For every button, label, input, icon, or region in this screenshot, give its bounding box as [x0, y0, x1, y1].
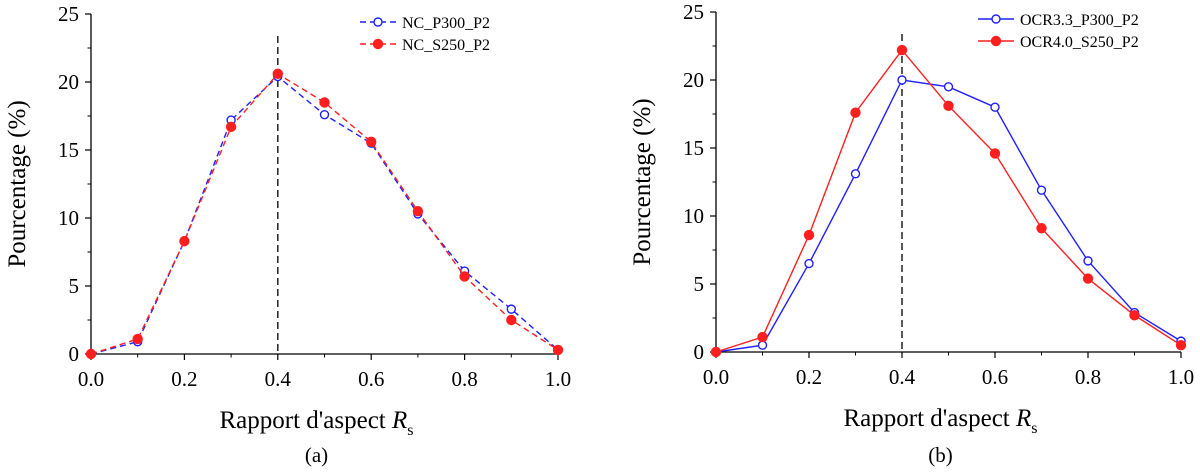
y-tick-label: 5	[694, 272, 705, 296]
x-axis-title-symbol: R	[391, 407, 407, 434]
data-point	[132, 333, 143, 345]
x-tick-label: 0.8	[1075, 365, 1101, 389]
y-tick-label: 10	[683, 204, 704, 228]
data-point	[896, 44, 908, 56]
data-point	[943, 100, 954, 112]
data-point	[506, 304, 516, 314]
x-tick-label: 0.0	[703, 365, 729, 389]
legend-entry: NC_P300_P2	[360, 15, 490, 32]
series-OCR3.3_P300_P2	[711, 75, 1186, 357]
x-axis-title-subscript: s	[407, 422, 413, 439]
panel-caption: (a)	[305, 443, 328, 467]
x-tick-label: 0.8	[451, 367, 477, 391]
x-tick-label: 1.0	[1168, 365, 1194, 389]
x-axis-title-subscript: s	[1031, 420, 1037, 437]
legend-swatch-marker	[372, 38, 384, 50]
legend-label: OCR4.0_S250_P2	[1020, 34, 1139, 51]
data-point	[1175, 340, 1187, 351]
x-tick-label: 0.4	[265, 367, 292, 391]
data-point	[757, 340, 768, 350]
legend-entry: OCR4.0_S250_P2	[978, 34, 1139, 51]
series-line	[90, 72, 559, 355]
legend-swatch-marker	[990, 35, 1002, 47]
x-tick-label: 1.0	[545, 367, 571, 391]
data-point	[1036, 185, 1047, 195]
legend-label: NC_S250_P2	[402, 37, 490, 54]
data-point	[506, 314, 517, 326]
x-tick-label: 0.6	[982, 365, 1008, 389]
data-point	[803, 229, 815, 241]
data-point	[412, 205, 424, 217]
y-axis-title: Pourcentage (%)	[629, 98, 656, 265]
y-axis-title: Pourcentage (%)	[4, 100, 31, 267]
y-tick-label: 15	[683, 136, 704, 160]
x-tick-label: 0.0	[78, 367, 104, 391]
data-point	[850, 107, 861, 118]
x-tick-label: 0.2	[171, 367, 197, 391]
data-point	[225, 121, 237, 133]
y-tick-label: 0	[694, 340, 705, 364]
data-point	[552, 344, 564, 356]
data-point	[459, 271, 470, 282]
data-point	[757, 331, 768, 343]
panel-caption: (b)	[928, 443, 953, 467]
x-axis-title: Rapport d'aspect Rs	[219, 407, 413, 439]
y-tick-label: 25	[683, 0, 704, 24]
y-tick-label: 0	[69, 342, 80, 366]
data-point	[710, 346, 722, 358]
data-point	[1036, 223, 1047, 234]
y-tick-label: 20	[683, 68, 704, 92]
legend-swatch-marker	[373, 17, 383, 27]
x-tick-label: 0.2	[796, 365, 822, 389]
x-axis-title-text: Rapport d'aspect	[219, 407, 392, 434]
series-line	[715, 48, 1182, 353]
y-tick-label: 15	[58, 138, 79, 162]
data-point	[897, 75, 907, 85]
data-point	[943, 82, 954, 92]
y-tick-label: 25	[58, 2, 79, 26]
data-point	[85, 348, 97, 360]
data-point	[850, 169, 861, 179]
x-tick-label: 0.4	[889, 365, 916, 389]
x-tick-label: 0.6	[358, 367, 384, 391]
series-NC_P300_P2	[86, 71, 563, 359]
data-point	[319, 97, 330, 108]
legend-label: NC_P300_P2	[402, 15, 490, 32]
data-point	[990, 102, 1000, 112]
y-tick-label: 20	[58, 70, 79, 94]
chart-panel-b: 0.0 0.2 0.4 0.6 0.8 1.0 0 5 10 15 20 25 Rapport d'as…	[629, 0, 1194, 467]
legend-swatch-marker	[991, 14, 1001, 24]
series-line	[715, 79, 1182, 353]
data-point	[366, 136, 377, 148]
x-axis-title: Rapport d'aspect Rs	[843, 405, 1037, 437]
legend-entry: NC_S250_P2	[360, 37, 490, 54]
data-point	[989, 148, 1001, 159]
x-axis-title-text: Rapport d'aspect	[843, 405, 1016, 432]
chart-panel-a: 0.0 0.2 0.4 0.6 0.8 1.0 0 5 10 15 20 25 Rapport d'as…	[4, 2, 571, 467]
series-OCR4.0_S250_P2	[710, 44, 1187, 358]
data-point	[1082, 273, 1094, 284]
y-tick-label: 10	[58, 206, 79, 230]
y-tick-label: 5	[69, 274, 80, 298]
data-point	[1129, 310, 1140, 321]
data-point	[319, 109, 330, 120]
legend-entry: OCR3.3_P300_P2	[978, 12, 1139, 29]
data-point	[804, 258, 814, 269]
data-point	[1083, 256, 1093, 266]
legend-label: OCR3.3_P300_P2	[1020, 12, 1139, 29]
series-NC_S250_P2	[85, 68, 564, 360]
data-point	[179, 235, 190, 247]
data-point	[272, 68, 283, 80]
x-axis-title-symbol: R	[1015, 405, 1031, 432]
